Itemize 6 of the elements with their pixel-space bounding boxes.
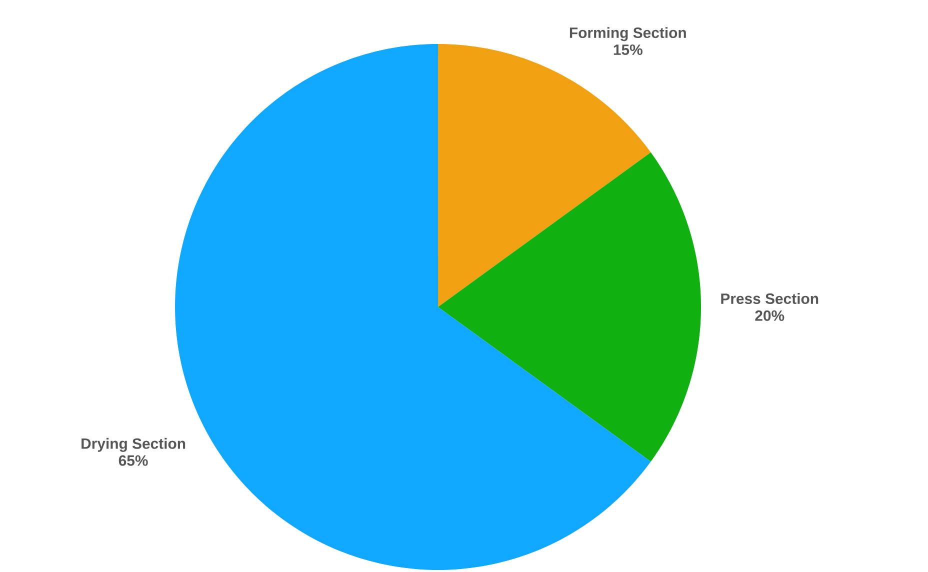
slice-label: Drying Section [82,438,186,452]
data-label: 15% [614,44,642,55]
slice-label: Forming Section [570,27,686,42]
data-label: 20% [755,310,784,321]
slice-label: Press Section [721,293,818,304]
data-label: 65% [118,455,148,466]
